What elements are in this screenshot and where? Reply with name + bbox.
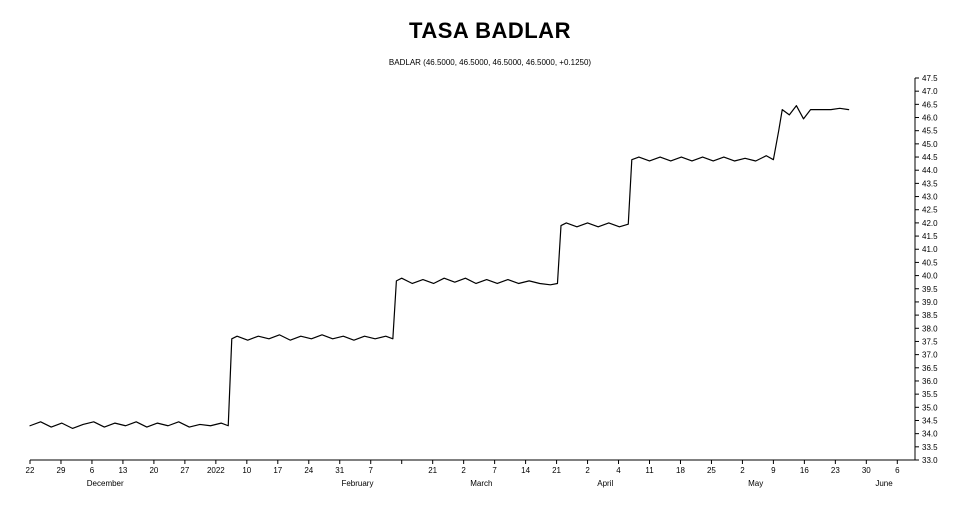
svg-text:11: 11	[645, 466, 654, 475]
svg-text:31: 31	[335, 466, 344, 475]
svg-text:46.5: 46.5	[922, 100, 938, 109]
svg-text:22: 22	[26, 466, 35, 475]
svg-text:May: May	[748, 479, 763, 488]
svg-text:2: 2	[740, 466, 745, 475]
svg-text:9: 9	[771, 466, 776, 475]
svg-text:44.0: 44.0	[922, 166, 938, 175]
svg-text:47.5: 47.5	[922, 74, 938, 83]
svg-text:27: 27	[180, 466, 189, 475]
chart-plot-area: 33.0 33.5 34.0 34.5 35.0 35.5 36.0 36.5 37.0 37.5…	[20, 72, 960, 502]
chart-svg: 33.0 33.5 34.0 34.5 35.0 35.5 36.0 36.5 37.0 37.5…	[20, 72, 960, 502]
svg-text:40.0: 40.0	[922, 272, 938, 281]
svg-text:47.0: 47.0	[922, 87, 938, 96]
chart-subtitle: BADLAR (46.5000, 46.5000, 46.5000, 46.50…	[0, 58, 980, 67]
svg-text:44.5: 44.5	[922, 153, 938, 162]
svg-text:17: 17	[273, 466, 282, 475]
svg-text:36.0: 36.0	[922, 377, 938, 386]
svg-text:43.0: 43.0	[922, 193, 938, 202]
svg-text:21: 21	[552, 466, 561, 475]
svg-text:43.5: 43.5	[922, 179, 938, 188]
svg-text:46.0: 46.0	[922, 114, 938, 123]
svg-text:10: 10	[242, 466, 251, 475]
svg-text:38.0: 38.0	[922, 324, 938, 333]
svg-text:34.0: 34.0	[922, 430, 938, 439]
svg-text:37.5: 37.5	[922, 337, 938, 346]
svg-text:14: 14	[521, 466, 530, 475]
svg-text:December: December	[87, 479, 124, 488]
svg-text:29: 29	[57, 466, 66, 475]
svg-text:42.5: 42.5	[922, 206, 938, 215]
svg-text:18: 18	[676, 466, 685, 475]
svg-text:33.0: 33.0	[922, 456, 938, 465]
svg-text:39.5: 39.5	[922, 285, 938, 294]
svg-text:20: 20	[149, 466, 158, 475]
svg-text:39.0: 39.0	[922, 298, 938, 307]
svg-text:37.0: 37.0	[922, 351, 938, 360]
svg-text:June: June	[875, 479, 893, 488]
svg-text:April: April	[597, 479, 613, 488]
svg-text:7: 7	[492, 466, 497, 475]
svg-text:March: March	[470, 479, 492, 488]
svg-text:21: 21	[428, 466, 437, 475]
svg-text:13: 13	[118, 466, 127, 475]
svg-text:45.5: 45.5	[922, 127, 938, 136]
svg-text:33.5: 33.5	[922, 443, 938, 452]
svg-text:2: 2	[461, 466, 466, 475]
svg-text:41.5: 41.5	[922, 232, 938, 241]
svg-text:45.0: 45.0	[922, 140, 938, 149]
svg-text:6: 6	[90, 466, 95, 475]
svg-text:7: 7	[368, 466, 373, 475]
svg-text:41.0: 41.0	[922, 245, 938, 254]
svg-text:36.5: 36.5	[922, 364, 938, 373]
svg-text:16: 16	[800, 466, 809, 475]
svg-text:6: 6	[895, 466, 900, 475]
svg-text:24: 24	[304, 466, 313, 475]
svg-text:35.5: 35.5	[922, 390, 938, 399]
svg-text:42.0: 42.0	[922, 219, 938, 228]
svg-text:25: 25	[707, 466, 716, 475]
chart-title: TASA BADLAR	[0, 18, 980, 44]
svg-text:23: 23	[831, 466, 840, 475]
svg-text:4: 4	[616, 466, 621, 475]
svg-text:February: February	[341, 479, 373, 488]
chart-container: TASA BADLAR BADLAR (46.5000, 46.5000, 46…	[0, 0, 980, 524]
svg-text:30: 30	[862, 466, 871, 475]
svg-text:2022: 2022	[207, 466, 225, 475]
svg-text:34.5: 34.5	[922, 416, 938, 425]
svg-text:38.5: 38.5	[922, 311, 938, 320]
svg-text:35.0: 35.0	[922, 403, 938, 412]
svg-text:40.5: 40.5	[922, 258, 938, 267]
svg-text:2: 2	[585, 466, 590, 475]
